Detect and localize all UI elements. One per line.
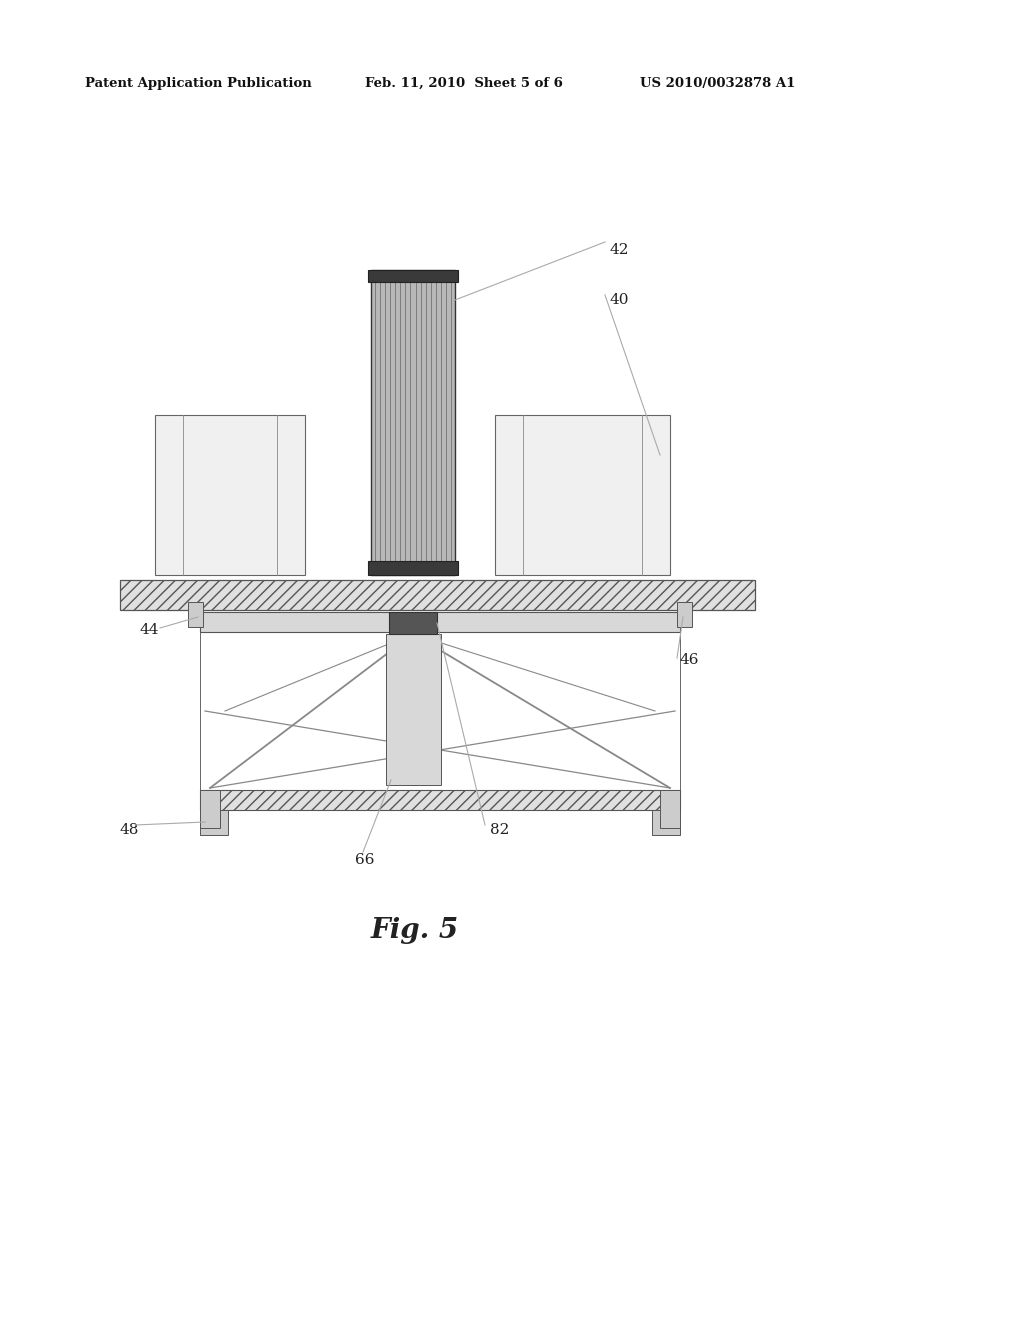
Bar [652, 810, 680, 836]
Bar [120, 579, 755, 610]
Bar [495, 414, 670, 576]
Bar [389, 612, 437, 634]
Text: 42: 42 [610, 243, 630, 257]
Bar [200, 810, 228, 836]
Text: US 2010/0032878 A1: US 2010/0032878 A1 [640, 77, 796, 90]
Bar [200, 612, 680, 632]
Text: 44: 44 [140, 623, 160, 638]
Bar [386, 634, 441, 785]
Text: Feb. 11, 2010  Sheet 5 of 6: Feb. 11, 2010 Sheet 5 of 6 [365, 77, 563, 90]
Text: 66: 66 [355, 853, 375, 867]
Text: 82: 82 [490, 822, 509, 837]
Bar [155, 414, 305, 576]
Text: 40: 40 [610, 293, 630, 308]
Bar [368, 561, 458, 576]
Bar [188, 602, 203, 627]
Bar [200, 789, 680, 810]
Bar [200, 632, 680, 789]
Text: Fig. 5: Fig. 5 [371, 916, 459, 944]
Bar [200, 789, 220, 828]
Bar [368, 271, 458, 282]
Bar [677, 602, 692, 627]
Text: 48: 48 [120, 822, 139, 837]
Text: Patent Application Publication: Patent Application Publication [85, 77, 311, 90]
Text: 46: 46 [680, 653, 699, 667]
Bar [371, 271, 455, 576]
Bar [660, 789, 680, 828]
